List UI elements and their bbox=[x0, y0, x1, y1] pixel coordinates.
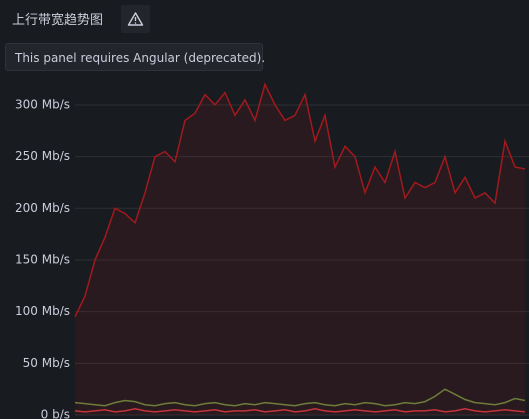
area bbox=[75, 84, 525, 416]
series-line bbox=[74, 82, 526, 318]
warning-button[interactable] bbox=[121, 5, 150, 33]
series-line bbox=[74, 388, 526, 407]
y-tick-label: 100 Mb/s bbox=[15, 304, 70, 318]
y-tick-label: 150 Mb/s bbox=[15, 252, 70, 266]
series-line bbox=[74, 408, 526, 413]
y-tick-label: 250 Mb/s bbox=[15, 149, 70, 163]
y-tick-label: 50 Mb/s bbox=[23, 356, 70, 370]
panel-title: 上行带宽趋势图 bbox=[12, 13, 104, 28]
y-tick-label: 200 Mb/s bbox=[15, 201, 70, 215]
y-tick-label: 300 Mb/s bbox=[15, 97, 70, 111]
tooltip: This panel requires Angular (deprecated)… bbox=[5, 43, 265, 71]
warning-icon bbox=[127, 12, 144, 26]
y-tick-label: 0 b/s bbox=[41, 408, 70, 419]
